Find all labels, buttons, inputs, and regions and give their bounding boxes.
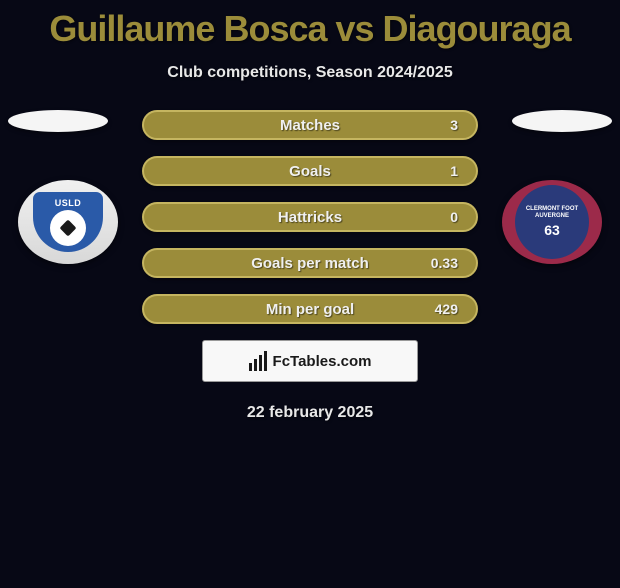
subtitle: Club competitions, Season 2024/2025 [0,64,620,82]
stat-label: Goals [162,163,458,180]
watermark-badge[interactable]: FcTables.com [202,340,418,382]
club-code-right: 63 [544,222,560,238]
circle-badge-icon: CLERMONT FOOT AUVERGNE 63 [515,185,589,259]
stat-label: Matches [162,117,458,134]
stat-value: 1 [450,163,458,179]
stat-label: Hattricks [162,209,458,226]
player-right-pill [512,110,612,132]
bar-chart-icon [249,351,267,371]
club-name-line2: AUVERGNE [535,213,569,220]
page-title: Guillaume Bosca vs Diagouraga [0,8,620,50]
stat-value: 0 [450,209,458,225]
stat-value: 3 [450,117,458,133]
stat-label: Min per goal [162,301,458,318]
stat-value: 0.33 [431,255,458,271]
stat-row: Goals per match 0.33 [142,248,478,278]
club-badge-right: CLERMONT FOOT AUVERGNE 63 [502,180,602,264]
stat-label: Goals per match [162,255,458,272]
football-icon [50,210,86,246]
stat-row: Min per goal 429 [142,294,478,324]
player-left-pill [8,110,108,132]
watermark-text: FcTables.com [273,353,372,370]
club-name-line1: CLERMONT FOOT [526,206,578,213]
stat-value: 429 [435,301,458,317]
shield-icon: USLD [33,192,103,252]
stat-row: Goals 1 [142,156,478,186]
stat-row: Matches 3 [142,110,478,140]
comparison-area: USLD CLERMONT FOOT AUVERGNE 63 Matches 3… [0,110,620,422]
club-code-left: USLD [55,198,82,208]
stat-row: Hattricks 0 [142,202,478,232]
stats-block: Matches 3 Goals 1 Hattricks 0 Goals per … [142,110,478,324]
date-text: 22 february 2025 [0,404,620,422]
club-badge-left: USLD [18,180,118,264]
